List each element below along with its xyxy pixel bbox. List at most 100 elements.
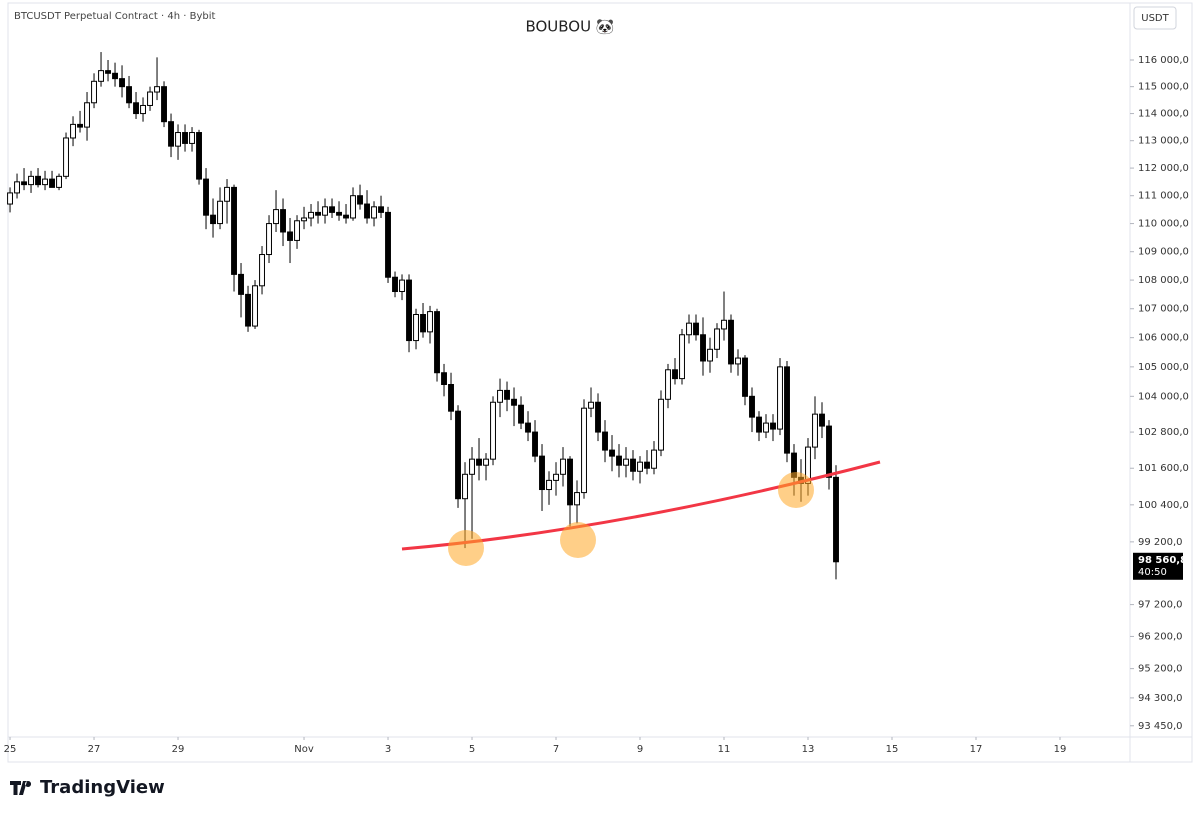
candle-body-down [210, 214, 216, 225]
candle-body-up [140, 104, 146, 115]
candle-body-down [504, 389, 510, 400]
candle-body-down [770, 422, 776, 430]
candle-body-down [329, 206, 335, 213]
candle-body-down [728, 319, 734, 365]
candle-body-up [588, 401, 594, 409]
candle-body-up [98, 70, 104, 82]
candle-body-up [553, 473, 559, 481]
y-tick-label: 110 000,0 [1138, 219, 1189, 230]
candle-body-up [322, 206, 328, 216]
candle-body-down [126, 86, 132, 104]
candle-body-up [651, 449, 657, 469]
x-tick-label: 15 [886, 744, 899, 755]
y-tick-label: 95 200,0 [1138, 664, 1183, 675]
touch-point [448, 530, 484, 566]
candle-body-up [714, 328, 720, 350]
candle-body-down [532, 431, 538, 457]
candle-body-down [602, 431, 608, 451]
candle-body-down [420, 314, 426, 333]
candle-body-down [35, 175, 41, 186]
y-tick-label: 116 000,0 [1138, 55, 1189, 66]
candle-body-up [623, 458, 629, 466]
y-tick-label: 106 000,0 [1138, 333, 1189, 344]
candle-body-up [147, 91, 153, 106]
candle-body-down [539, 455, 545, 491]
candle-body-up [70, 123, 76, 139]
candle-body-down [784, 366, 790, 454]
candle-body-up [294, 220, 300, 241]
x-tick-label: 7 [553, 744, 559, 755]
candle-body-down [819, 413, 825, 427]
x-tick-label: 13 [802, 744, 815, 755]
candle-body-down [672, 369, 678, 380]
touch-point [778, 472, 814, 508]
brand-logo: TradingView [10, 777, 165, 798]
candle-body-up [224, 186, 230, 202]
candle-body-up [560, 458, 566, 475]
last-price-label: 98 560,8 [1138, 555, 1187, 566]
candle-body-down [133, 102, 139, 115]
y-tick-label: 112 000,0 [1138, 163, 1189, 174]
candle-body-down [833, 476, 839, 563]
candle-body-down [609, 449, 615, 457]
candle-body-up [28, 175, 34, 186]
candle-body-up [371, 206, 377, 219]
y-tick-label: 96 200,0 [1138, 631, 1183, 642]
candle-body-down [392, 276, 398, 293]
candle-body-down [343, 214, 349, 219]
candle-body-up [777, 366, 783, 430]
currency: USDT [1141, 13, 1169, 24]
x-tick-label: 17 [970, 744, 983, 755]
candle-body-up [259, 254, 265, 287]
candle-body-down [525, 422, 531, 433]
candle-body-down [644, 461, 650, 469]
candle-body-down [511, 398, 517, 406]
candle-body-up [581, 407, 587, 494]
candle-body-down [749, 395, 755, 418]
candle-body-up [665, 369, 671, 400]
candle-body-down [385, 211, 391, 278]
x-tick-label: 27 [88, 744, 101, 755]
candle-body-up [84, 102, 90, 128]
candle-body-down [315, 211, 321, 216]
candle-body-up [679, 334, 685, 380]
candle-body-down [245, 293, 251, 327]
candle-body-down [378, 206, 384, 213]
candle-body-down [49, 178, 55, 188]
candle-body-up [546, 479, 552, 491]
candle-body-down [406, 279, 412, 342]
candle-body-down [518, 404, 524, 424]
candle-body-up [812, 413, 818, 448]
candle-body-up [266, 223, 272, 256]
last-price-box [1133, 552, 1183, 580]
brand-name: TradingView [40, 777, 165, 798]
candle-body-down [742, 357, 748, 397]
candle-body-up [301, 217, 307, 222]
x-tick-label: 9 [637, 744, 643, 755]
candle-body-down [476, 458, 482, 466]
candle-body-down [231, 186, 237, 275]
candle-body-up [14, 181, 20, 194]
x-tick-label: 3 [385, 744, 391, 755]
chart-title: BOUBOU 🐼 [525, 18, 614, 36]
candle-body-down [21, 181, 27, 186]
candle-body-up [763, 422, 769, 433]
candle-body-down [105, 70, 111, 74]
candle-body-up [574, 492, 580, 506]
candle-body-down [119, 78, 125, 88]
y-tick-label: 102 800,0 [1138, 427, 1189, 438]
plot [7, 52, 839, 580]
candle-body-down [448, 384, 454, 412]
y-tick-label: 113 000,0 [1138, 136, 1189, 147]
candle-body-down [693, 322, 699, 336]
countdown: 40:50 [1138, 567, 1167, 578]
candle-body-down [434, 311, 440, 374]
y-tick-label: 105 000,0 [1138, 362, 1189, 373]
currency-box[interactable] [1133, 6, 1177, 30]
candle-body-up [273, 209, 279, 225]
candle-body-up [350, 195, 356, 219]
candle-body-up [217, 200, 223, 225]
candle-body-up [175, 132, 181, 147]
x-tick-label: 5 [469, 744, 475, 755]
